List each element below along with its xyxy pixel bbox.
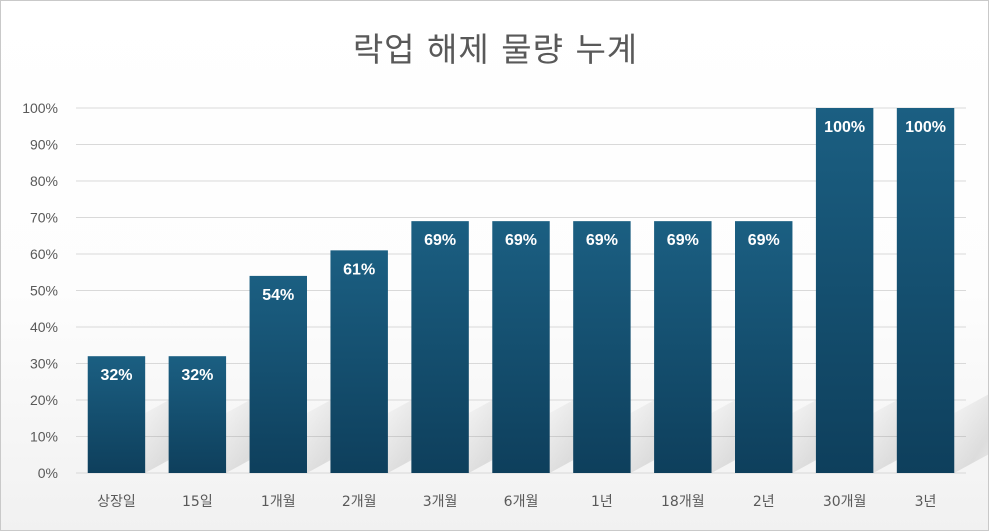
bar	[735, 221, 793, 473]
y-axis-ticks: 0% 10% 20% 30% 40% 50% 60% 70% 80% 90% 100%	[22, 100, 58, 481]
y-tick-label: 30%	[30, 356, 58, 372]
x-tick-label: 18개월	[661, 494, 705, 510]
data-label: 69%	[667, 232, 699, 249]
data-labels: 32% 32% 54% 61% 69% 69% 69% 69% 69% 100% 100%	[100, 119, 946, 384]
x-tick-label: 1개월	[261, 494, 296, 510]
data-label: 69%	[505, 232, 537, 249]
bar	[87, 356, 146, 473]
data-label: 54%	[262, 287, 294, 304]
data-label: 100%	[824, 119, 865, 136]
data-label: 69%	[586, 232, 618, 249]
x-tick-label: 3년	[915, 494, 937, 510]
bar	[168, 356, 227, 473]
bar	[573, 221, 631, 473]
data-label: 32%	[100, 367, 132, 384]
x-tick-label: 30개월	[823, 494, 867, 510]
x-axis-ticks: 상장일 15일 1개월 2개월 3개월 6개월 1년 18개월 2년 30개월 3년	[97, 494, 936, 510]
bar	[654, 221, 712, 473]
y-tick-label: 20%	[30, 392, 58, 408]
data-label: 61%	[343, 261, 375, 278]
y-tick-label: 100%	[22, 100, 58, 116]
data-label: 100%	[905, 119, 946, 136]
bar	[411, 221, 469, 473]
data-label: 32%	[181, 367, 213, 384]
y-tick-label: 80%	[30, 173, 58, 189]
x-tick-label: 3개월	[423, 494, 458, 510]
x-tick-label: 2개월	[342, 494, 377, 510]
y-tick-label: 90%	[30, 137, 58, 153]
x-tick-label: 2년	[753, 494, 775, 510]
x-tick-label: 상장일	[97, 494, 136, 510]
bar	[815, 108, 874, 473]
bar-shadow	[954, 394, 988, 473]
y-tick-label: 0%	[38, 465, 58, 481]
chart-title: 락업 해제 물량 누계	[352, 30, 639, 69]
bar	[896, 108, 955, 473]
bar	[492, 221, 550, 473]
data-label: 69%	[424, 232, 456, 249]
x-tick-label: 6개월	[504, 494, 539, 510]
y-tick-label: 10%	[30, 429, 58, 445]
y-tick-label: 40%	[30, 319, 58, 335]
x-tick-label: 15일	[182, 494, 213, 510]
bars	[87, 108, 955, 473]
bar	[249, 275, 307, 473]
x-tick-label: 1년	[591, 494, 613, 510]
data-label: 69%	[748, 232, 780, 249]
y-tick-label: 50%	[30, 283, 58, 299]
bar	[330, 250, 388, 473]
y-tick-label: 70%	[30, 210, 58, 226]
y-tick-label: 60%	[30, 246, 58, 262]
